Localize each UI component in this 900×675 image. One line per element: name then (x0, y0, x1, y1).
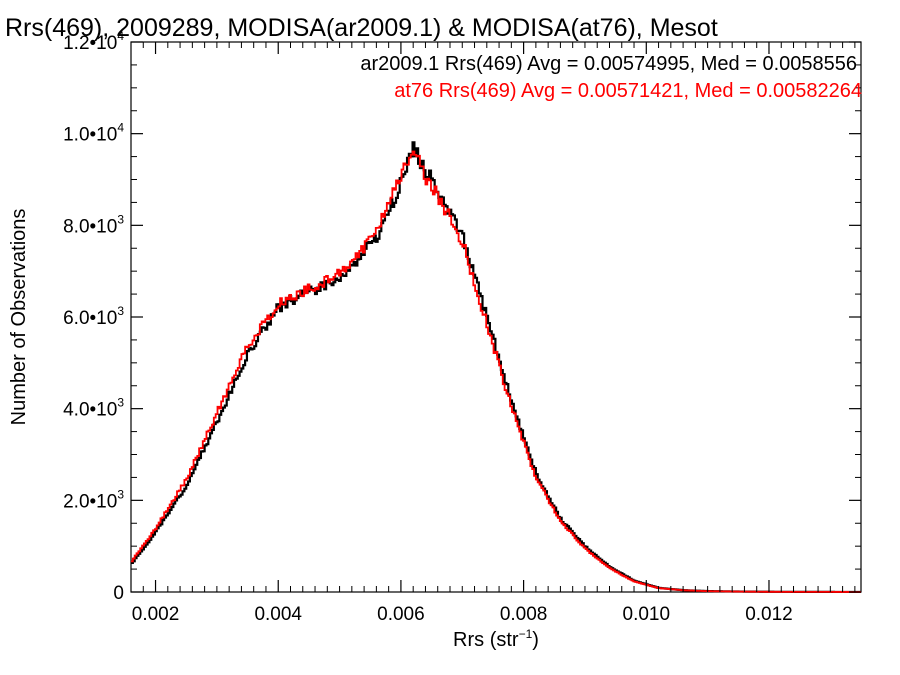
x-axis-title-main: Rrs (str (453, 629, 519, 651)
x-tick-label: 0.004 (254, 604, 302, 625)
x-tick-label: 0.010 (623, 604, 671, 625)
x-axis-title: Rrs (str−1) (453, 627, 539, 651)
y-tick-label: 2.0•103 (63, 487, 124, 512)
x-axis-title-sup: −1 (519, 627, 533, 641)
y-tick-label: 0 (113, 583, 124, 604)
series-at76-line (131, 150, 861, 593)
legend: ar2009.1 Rrs(469) Avg = 0.00574995, Med … (360, 53, 862, 102)
y-tick-label: 1.0•104 (63, 121, 124, 146)
y-tick-label: 4.0•103 (63, 396, 124, 421)
y-tick-label: 1.2•104 (63, 29, 124, 54)
chart-title: Rrs(469), 2009289, MODISA(ar2009.1) & MO… (5, 14, 718, 42)
x-tick-label: 0.002 (132, 604, 180, 625)
legend-entry-ar2009: ar2009.1 Rrs(469) Avg = 0.00574995, Med … (360, 53, 857, 75)
x-axis: 0.002 0.004 0.006 0.008 0.010 0.012 (132, 42, 856, 625)
plot-frame (130, 41, 862, 593)
x-tick-label: 0.012 (745, 604, 793, 625)
x-tick-label: 0.008 (500, 604, 548, 625)
legend-entry-at76: at76 Rrs(469) Avg = 0.00571421, Med = 0.… (394, 80, 862, 102)
y-tick-label: 6.0•103 (63, 304, 124, 329)
y-tick-label: 8.0•103 (63, 212, 124, 237)
series-layer (131, 141, 861, 594)
x-axis-title-end: ) (532, 629, 539, 651)
series-ar2009-line (131, 141, 861, 594)
y-axis: 0 2.0•103 4.0•103 6.0•103 8.0•103 1.0•104 1.2•… (63, 29, 861, 604)
y-axis-title: Number of Observations (8, 209, 30, 426)
x-tick-label: 0.006 (377, 604, 425, 625)
